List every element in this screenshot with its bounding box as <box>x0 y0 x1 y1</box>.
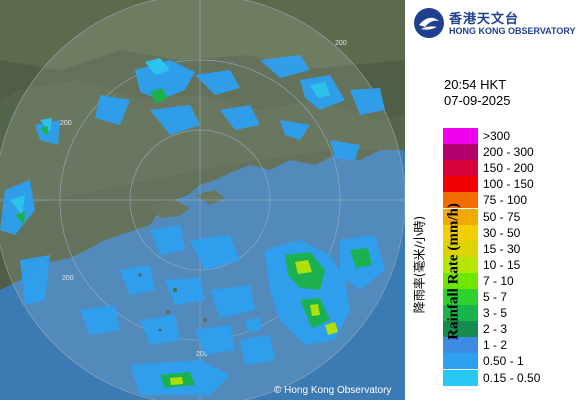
legend-range-label: 100 - 150 <box>483 177 534 192</box>
legend-range-label: 0.15 - 0.50 <box>483 370 541 385</box>
legend-range-label: 7 - 10 <box>483 273 514 288</box>
legend-row: 200 - 300 <box>443 144 573 161</box>
legend-swatch <box>443 208 478 225</box>
legend-range-label: 5 - 7 <box>483 290 508 304</box>
legend-swatch <box>443 289 478 305</box>
legend-swatch <box>443 305 478 322</box>
radar-image: 200200200200200 <box>0 0 405 400</box>
legend-row: 30 - 50 <box>443 224 573 241</box>
legend-swatch <box>443 160 478 177</box>
legend-row: 15 - 30 <box>443 240 573 257</box>
legend-swatch <box>443 369 478 386</box>
range-ring-label: 200 <box>62 275 74 282</box>
copyright-text: © Hong Kong Observatory <box>274 385 392 396</box>
legend-swatch <box>443 224 478 241</box>
legend-swatch <box>443 144 478 161</box>
legend-row: >300 <box>443 128 573 144</box>
legend-row: 5 - 7 <box>443 289 573 305</box>
observation-date: 07-09-2025 <box>444 93 511 108</box>
legend-range-label: 150 - 200 <box>483 161 534 176</box>
legend-swatch <box>443 353 478 370</box>
legend-row: 50 - 75 <box>443 208 573 225</box>
observation-time: 20:54 HKT <box>444 77 507 92</box>
land-texture <box>0 0 405 70</box>
legend-range-label: 200 - 300 <box>483 145 534 160</box>
legend-row: 3 - 5 <box>443 305 573 322</box>
radar-map[interactable]: 200200200200200 <box>0 0 405 400</box>
legend-range-label: 75 - 100 <box>483 193 528 208</box>
legend-swatch <box>443 321 478 338</box>
logo-chinese-name: 香港天文台 <box>449 12 520 27</box>
legend-row: 150 - 200 <box>443 160 573 177</box>
legend-range-label: 0.50 - 1 <box>483 354 524 369</box>
legend-swatch <box>443 272 478 289</box>
legend-swatch <box>443 337 478 354</box>
legend-swatch <box>443 256 478 273</box>
range-ring-label: 200 <box>335 40 347 47</box>
legend-row: 1 - 2 <box>443 337 573 354</box>
hko-logo-icon <box>414 8 444 38</box>
legend-swatch <box>443 128 478 144</box>
legend-row: 75 - 100 <box>443 192 573 209</box>
legend-range-label: 30 - 50 <box>483 225 521 240</box>
legend-swatch <box>443 240 478 257</box>
logo-english-name: HONG KONG OBSERVATORY <box>449 26 576 36</box>
range-ring-label: 200 <box>196 351 208 358</box>
legend-range-label: 10 - 15 <box>483 257 521 272</box>
legend-row: 0.15 - 0.50 <box>443 369 573 386</box>
land-lantau <box>150 200 190 218</box>
legend-row: 100 - 150 <box>443 176 573 193</box>
legend-row: 7 - 10 <box>443 272 573 289</box>
range-ring-label: 200 <box>60 120 72 127</box>
legend-title-english: Rainfall Rate (mm/h) <box>445 203 462 340</box>
legend-range-label: 15 - 30 <box>483 241 521 256</box>
rain-echoes <box>0 55 385 395</box>
legend-panel: 香港天文台 HONG KONG OBSERVATORY 20:54 HKT 07… <box>405 0 577 400</box>
legend-range-label: >300 <box>483 129 511 143</box>
legend-range-label: 50 - 75 <box>483 209 521 224</box>
legend-range-label: 3 - 5 <box>483 306 508 321</box>
legend-swatch <box>443 192 478 209</box>
legend-row: 0.50 - 1 <box>443 353 573 370</box>
legend-range-label: 2 - 3 <box>483 322 508 337</box>
legend-row: 2 - 3 <box>443 321 573 338</box>
legend-row: 10 - 15 <box>443 256 573 273</box>
legend-title-chinese: 降雨率(毫米/小時) <box>412 215 427 314</box>
legend-range-label: 1 - 2 <box>483 338 508 353</box>
legend-swatch <box>443 176 478 193</box>
